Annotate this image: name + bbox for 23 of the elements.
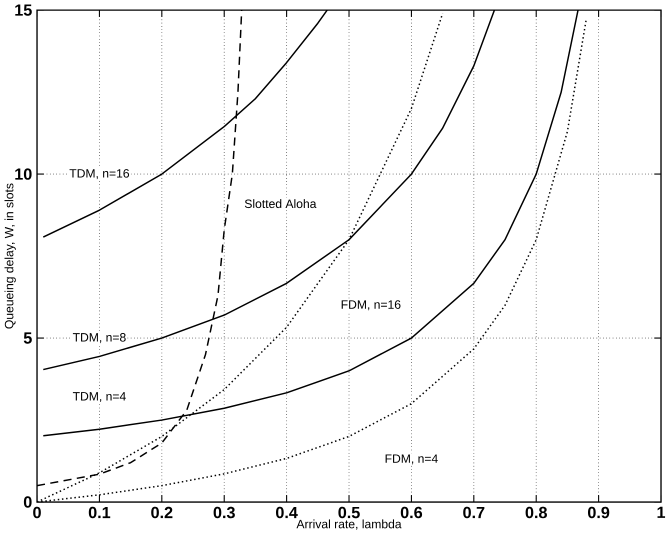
x-tick-label: 1 xyxy=(658,506,666,518)
y-tick-label: 15 xyxy=(15,4,32,16)
x-tick-label: 0.1 xyxy=(88,506,110,518)
x-tick-label: 0.4 xyxy=(276,506,298,518)
series-label: TDM, n=4 xyxy=(72,392,126,402)
series-label: Slotted Aloha xyxy=(244,199,316,208)
x-tick-label: 0.6 xyxy=(400,506,422,518)
x-tick-label: 0.5 xyxy=(338,506,360,518)
y-tick-label: 0 xyxy=(24,496,32,508)
x-tick-label: 0 xyxy=(33,506,41,518)
y-tick-label: 10 xyxy=(15,168,32,180)
series-label: TDM, n=16 xyxy=(70,168,130,179)
x-tick-label: 0.7 xyxy=(463,506,484,518)
y-tick-label: 5 xyxy=(24,332,32,344)
x-tick-label: 0.8 xyxy=(526,506,547,518)
x-tick-label: 0.3 xyxy=(214,506,235,518)
x-tick-label: 0.9 xyxy=(588,506,610,518)
y-axis-title: Queueing delay, W, in slots xyxy=(4,183,16,328)
text: FDM, n=16 xyxy=(342,300,400,310)
text: FDM, n=4 xyxy=(386,454,438,464)
x-tick-label: 0.2 xyxy=(151,506,172,518)
x-axis-title: Arrival rate, lambda xyxy=(296,519,402,530)
series-label: TDM, n=8 xyxy=(72,332,126,343)
